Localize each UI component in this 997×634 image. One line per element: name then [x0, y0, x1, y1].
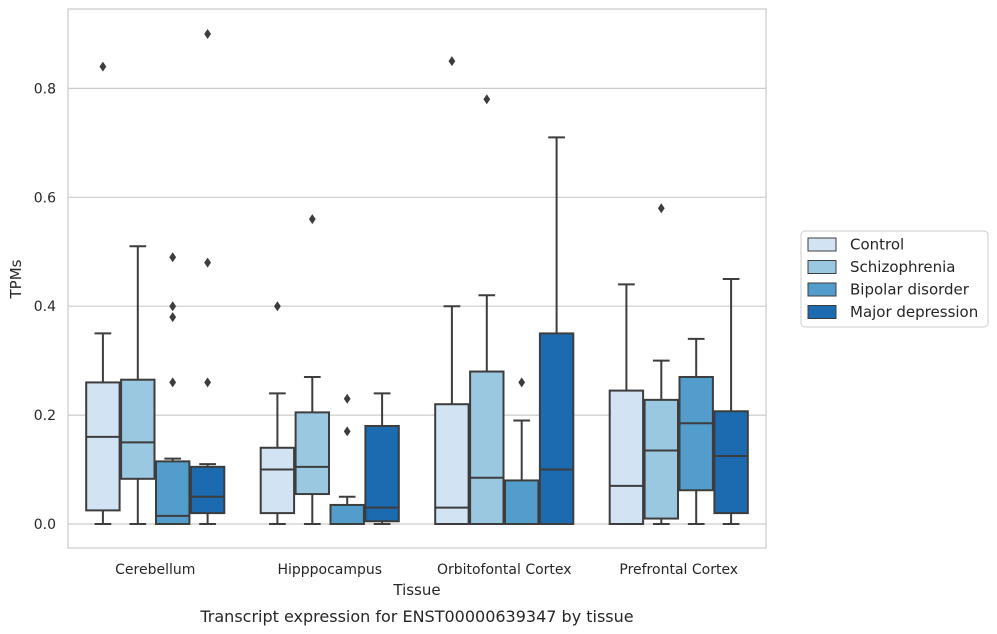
box-3-3 — [713, 277, 749, 525]
box-body — [85, 381, 121, 512]
box-0-2 — [434, 56, 470, 525]
x-tick-label: Hipppocampus — [277, 562, 382, 578]
outlier-point — [204, 257, 211, 268]
outlier-point — [169, 312, 177, 323]
x-tick-labels: Cerebellum Hipppocampus Orbitofontal Corte… — [115, 562, 738, 578]
outlier-point — [204, 28, 211, 39]
box-body — [678, 375, 714, 492]
box-0-0 — [85, 61, 121, 525]
box-0-1 — [259, 301, 296, 525]
box-3-0 — [189, 28, 226, 525]
y-axis-label: TPMs — [7, 259, 25, 299]
legend-swatch — [807, 282, 837, 297]
legend-item: Schizophrenia — [807, 258, 955, 276]
outlier-point — [169, 252, 177, 263]
legend-label: Schizophrenia — [850, 258, 955, 276]
legend-swatch — [807, 237, 837, 252]
legend-swatch — [807, 305, 837, 319]
legend-frame — [800, 230, 989, 328]
box-1-3 — [643, 203, 679, 525]
legend-item: Bipolar disorder — [807, 281, 970, 299]
outlier-point — [99, 61, 107, 72]
outlier-point — [343, 426, 351, 437]
box-1-2 — [469, 94, 505, 526]
legend-label: Major depression — [850, 303, 978, 321]
box-body — [155, 460, 191, 526]
y-tick-label: 0.2 — [34, 408, 56, 424]
outlier-point — [204, 377, 211, 388]
legend-item: Control — [807, 236, 904, 254]
legend-label: Control — [850, 236, 904, 254]
box-plots — [85, 28, 749, 526]
box-body — [189, 465, 226, 515]
box-body — [469, 370, 505, 526]
legend-label: Bipolar disorder — [850, 281, 970, 299]
box-body — [434, 403, 470, 525]
outlier-point — [169, 377, 177, 388]
box-body — [538, 332, 575, 525]
box-3-2 — [538, 136, 575, 525]
box-2-2 — [504, 377, 540, 526]
y-tick-label: 0.0 — [34, 517, 56, 533]
plot-frame — [67, 8, 767, 549]
outlier-point — [343, 393, 351, 404]
outlier-point — [518, 377, 526, 388]
legend-item: Major depression — [807, 303, 978, 321]
outlier-point — [657, 203, 665, 214]
box-1-1 — [294, 214, 331, 525]
y-tick-labels: 0.0 0.2 0.4 0.6 0.8 — [34, 81, 56, 533]
box-body — [329, 503, 365, 526]
x-tick-label: Orbitofontal Cortex — [437, 562, 572, 578]
box-body — [294, 411, 331, 496]
box-body — [364, 424, 400, 523]
box-body — [120, 378, 156, 480]
y-tick-label: 0.8 — [34, 81, 56, 97]
outlier-point — [274, 301, 281, 312]
x-axis-label: Tissue — [392, 581, 440, 599]
outlier-point — [169, 301, 177, 312]
box-body — [643, 398, 679, 520]
legend-swatch — [807, 260, 837, 274]
box-3-1 — [364, 392, 400, 525]
x-tick-label: Prefrontal Cortex — [619, 562, 738, 578]
box-body — [504, 479, 540, 526]
legend: Control Schizophrenia Bipolar disorder Majo… — [800, 230, 989, 328]
outlier-point — [483, 94, 491, 105]
outlier-point — [308, 214, 316, 225]
box-0-3 — [608, 283, 645, 525]
outlier-point — [448, 56, 456, 67]
y-tick-label: 0.6 — [34, 190, 56, 206]
box-1-0 — [120, 245, 156, 525]
chart-caption: Transcript expression for ENST0000063934… — [199, 607, 633, 626]
y-tick-label: 0.4 — [34, 299, 56, 315]
box-2-1 — [329, 393, 365, 526]
box-2-3 — [678, 337, 714, 525]
box-body — [259, 446, 296, 515]
box-body — [713, 410, 749, 515]
box-2-0 — [155, 252, 191, 526]
box-body — [608, 389, 645, 525]
x-tick-label: Cerebellum — [115, 562, 195, 578]
